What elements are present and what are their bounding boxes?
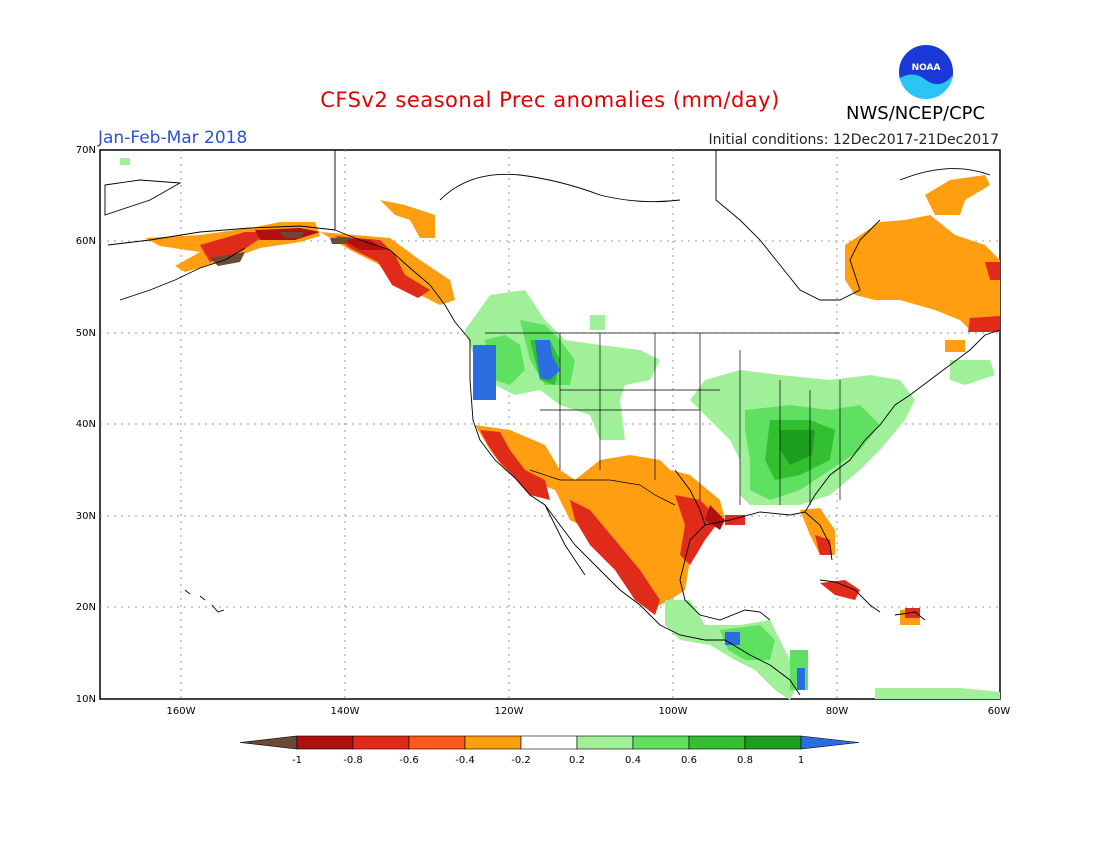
lat-label: 10N xyxy=(76,694,96,705)
colorbar-arrow-right xyxy=(800,735,860,750)
dry-anomalies xyxy=(145,175,1000,625)
colorbar-label: 1 xyxy=(798,755,804,766)
colorbar-segment xyxy=(352,735,410,750)
colorbar-segment xyxy=(296,735,354,750)
lon-labels: 160W 140W 120W 100W 80W 60W xyxy=(167,706,1011,717)
lat-label: 40N xyxy=(76,419,96,430)
colorbar-segment xyxy=(576,735,634,750)
lon-label: 120W xyxy=(495,706,524,717)
borders xyxy=(485,332,841,506)
colorbar-segment xyxy=(520,735,578,750)
colorbar-label: -0.6 xyxy=(399,755,419,766)
lon-label: 100W xyxy=(659,706,688,717)
colorbar-segment xyxy=(744,735,802,750)
colorbar-label: 0.4 xyxy=(625,755,641,766)
svg-text:NOAA: NOAA xyxy=(912,63,941,73)
colorbar-segment xyxy=(464,735,522,750)
lat-label: 60N xyxy=(76,236,96,247)
colorbar-segment xyxy=(632,735,690,750)
colorbar-label: -1 xyxy=(292,755,302,766)
lat-label: 20N xyxy=(76,602,96,613)
lat-label: 70N xyxy=(76,145,96,156)
chart-title: CFSv2 seasonal Prec anomalies (mm/day) xyxy=(320,88,780,112)
lat-labels: 70N 60N 50N 40N 30N 20N 10N xyxy=(76,145,96,705)
colorbar-segment xyxy=(688,735,746,750)
initial-conditions: Initial conditions: 12Dec2017-21Dec2017 xyxy=(708,132,1000,148)
wet-anomalies xyxy=(120,158,1000,700)
agency-label: NWS/NCEP/CPC xyxy=(846,103,986,124)
colorbar-label: -0.4 xyxy=(455,755,475,766)
colorbar-label: 0.6 xyxy=(681,755,697,766)
lat-label: 50N xyxy=(76,328,96,339)
colorbar-label: -0.8 xyxy=(343,755,363,766)
colorbar-segment xyxy=(408,735,466,750)
colorbar-label: -0.2 xyxy=(511,755,531,766)
lon-label: 140W xyxy=(331,706,360,717)
forecast-period: Jan-Feb-Mar 2018 xyxy=(98,128,248,148)
coastlines xyxy=(104,150,1001,696)
colorbar-label: 0.8 xyxy=(737,755,753,766)
lon-label: 80W xyxy=(826,706,849,717)
noaa-logo-icon: NOAA xyxy=(895,41,957,103)
lat-label: 30N xyxy=(76,511,96,522)
colorbar-legend xyxy=(239,735,860,750)
colorbar-labels: -1 -0.8 -0.6 -0.4 -0.2 0.2 0.4 0.6 0.8 1 xyxy=(292,755,804,766)
colorbar-label: 0.2 xyxy=(569,755,585,766)
colorbar-arrow-left xyxy=(239,735,298,750)
lon-label: 60W xyxy=(988,706,1011,717)
lon-label: 160W xyxy=(167,706,196,717)
